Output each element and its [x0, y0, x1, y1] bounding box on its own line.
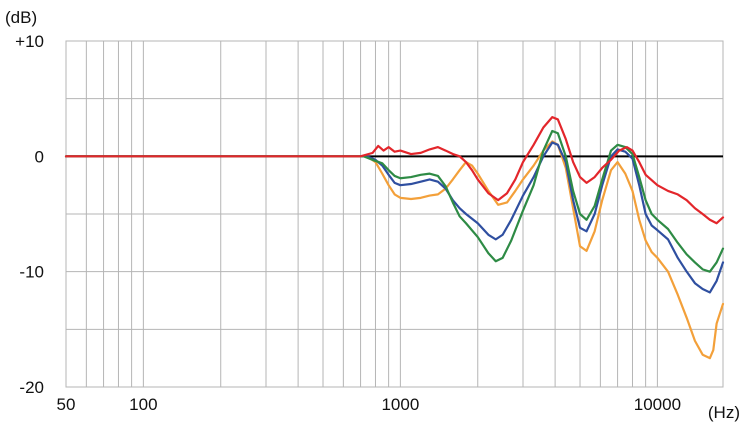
plot-area-border — [65, 40, 724, 388]
y-axis-unit-label: (dB) — [5, 8, 37, 27]
x-axis-unit-label: (Hz) — [708, 403, 740, 422]
x-tick-label: 100 — [129, 395, 157, 414]
series-line-orange — [64, 140, 725, 360]
y-tick-label: -20 — [19, 378, 44, 397]
y-tick-label: +10 — [15, 32, 44, 51]
series-lines — [64, 116, 725, 360]
x-tick-label: 10000 — [634, 395, 681, 414]
x-tick-label: 50 — [57, 395, 76, 414]
grid-lines — [66, 41, 723, 387]
series-line-blue — [64, 141, 725, 294]
y-tick-label: -10 — [19, 263, 44, 282]
tick-labels: +10 0 -10 -20 50 100 1000 10000 — [15, 32, 681, 414]
series-line-green — [64, 129, 725, 273]
y-tick-label: 0 — [35, 147, 44, 166]
series-line-red — [64, 116, 725, 225]
x-tick-label: 1000 — [381, 395, 419, 414]
